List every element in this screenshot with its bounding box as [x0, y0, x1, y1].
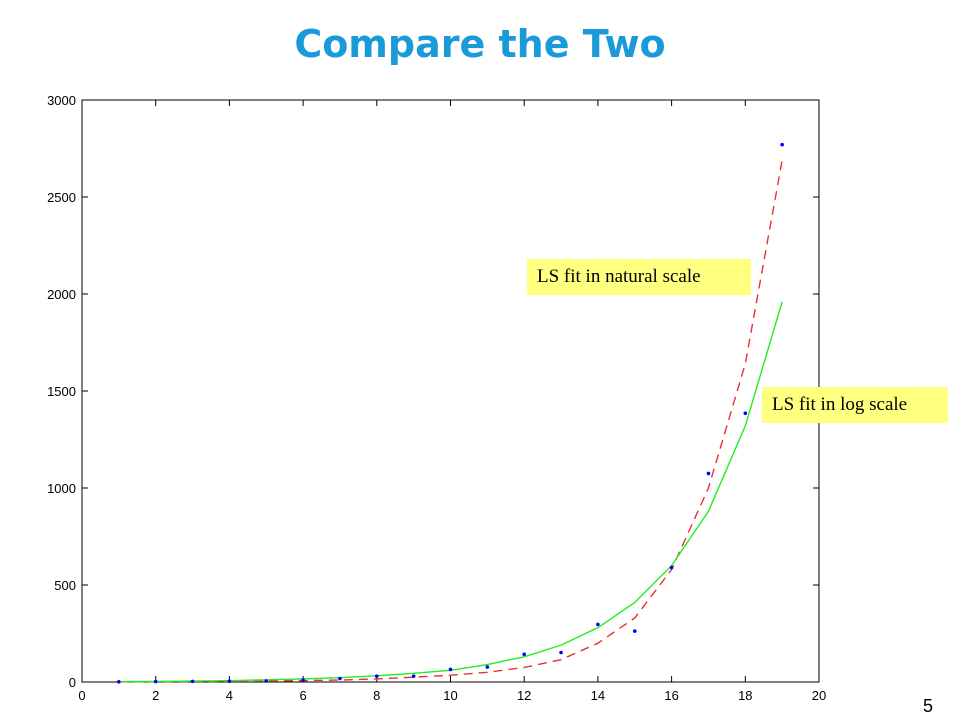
data-point — [743, 411, 748, 416]
data-point — [706, 471, 711, 476]
data-point — [669, 565, 674, 570]
data-point — [522, 652, 526, 657]
series-points — [117, 142, 784, 684]
x-tick-label: 6 — [299, 688, 306, 703]
x-tick-label: 8 — [373, 688, 380, 703]
data-point — [596, 622, 600, 627]
data-point — [227, 679, 232, 684]
data-point — [264, 679, 269, 683]
y-tick-label: 2500 — [47, 190, 76, 205]
data-point — [448, 667, 453, 672]
plot-area — [81, 99, 820, 683]
y-tick-label: 500 — [54, 578, 76, 593]
x-tick-label: 12 — [517, 688, 531, 703]
y-tick-label: 1000 — [47, 481, 76, 496]
log-scale-fit-label: LS fit in log scale — [762, 387, 948, 423]
data-point — [117, 680, 121, 684]
x-tick-label: 18 — [738, 688, 752, 703]
x-tick-label: 0 — [78, 688, 85, 703]
x-tick-label: 20 — [812, 688, 826, 703]
data-point — [780, 142, 784, 147]
data-point — [485, 665, 490, 669]
x-tick-label: 16 — [664, 688, 678, 703]
axis-ticks: 0 2 4 6 8 10 12 14 16 18 20 0 500 1000 1500 2000 2500 300… — [47, 93, 826, 703]
page-number: 5 — [922, 696, 933, 716]
slide-title: Compare the Two — [294, 22, 666, 66]
data-point — [632, 629, 637, 633]
data-point — [153, 679, 158, 684]
data-point — [301, 678, 305, 682]
data-point — [375, 674, 379, 678]
data-point — [411, 674, 416, 678]
data-point — [190, 679, 195, 684]
natural-scale-fit-label: LS fit in natural scale — [527, 259, 751, 295]
y-tick-label: 3000 — [47, 93, 76, 108]
data-point — [338, 676, 342, 681]
data-point — [559, 650, 563, 655]
y-tick-label: 2000 — [47, 287, 76, 302]
x-tick-label: 14 — [591, 688, 605, 703]
x-tick-label: 2 — [152, 688, 159, 703]
x-tick-label: 4 — [226, 688, 233, 703]
y-tick-label: 0 — [69, 675, 76, 690]
x-tick-label: 10 — [443, 688, 457, 703]
y-tick-label: 1500 — [47, 384, 76, 399]
